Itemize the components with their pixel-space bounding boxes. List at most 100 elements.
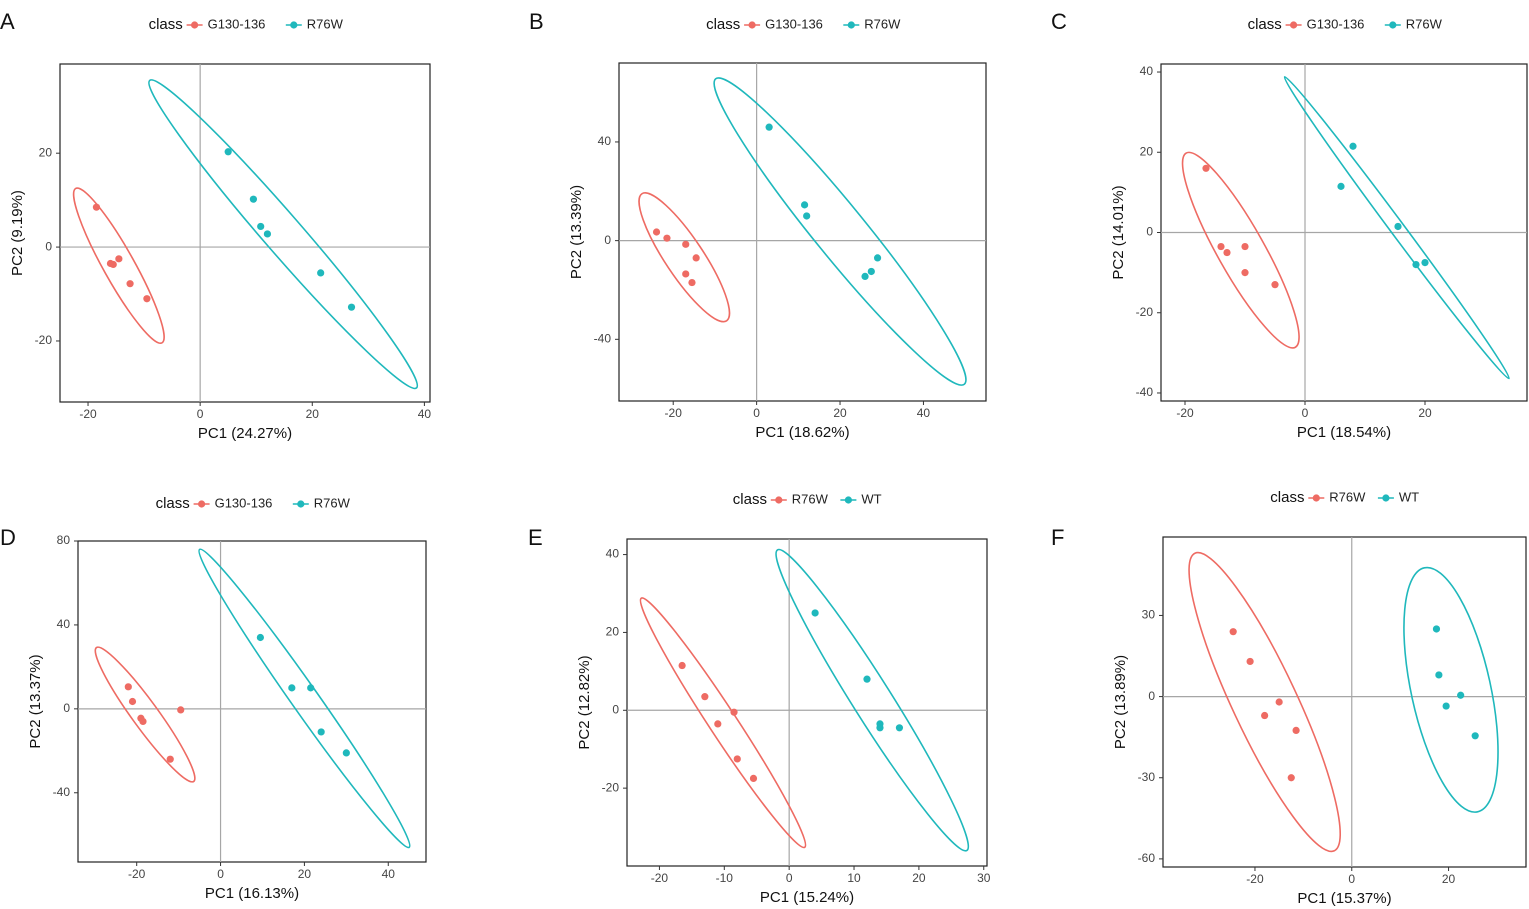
legend-label: G130-136 bbox=[208, 16, 266, 31]
plot-frame bbox=[59, 63, 431, 403]
data-point bbox=[92, 203, 101, 211]
y-tick-label: -20 bbox=[602, 780, 620, 794]
legend: class G130-136 R76W bbox=[149, 16, 344, 33]
y-tick-label: 20 bbox=[606, 625, 620, 639]
x-axis-label: PC1 (16.13%) bbox=[205, 885, 299, 902]
plot-frame bbox=[1162, 536, 1527, 868]
x-axis-label: PC1 (18.54%) bbox=[1297, 424, 1391, 441]
data-point bbox=[1275, 698, 1283, 706]
y-tick-label: 40 bbox=[598, 134, 612, 148]
legend-title: class bbox=[733, 491, 767, 508]
data-point bbox=[1241, 242, 1249, 251]
data-point bbox=[317, 728, 325, 736]
data-point bbox=[692, 254, 700, 262]
series-g130-136 bbox=[72, 187, 165, 345]
y-tick-label: 40 bbox=[606, 547, 620, 561]
panel-letter: D bbox=[0, 525, 16, 550]
data-point bbox=[1432, 625, 1441, 633]
data-point bbox=[317, 269, 325, 277]
x-tick-label: 0 bbox=[1302, 406, 1309, 420]
legend-key-dot bbox=[748, 21, 756, 29]
legend-label: R76W bbox=[314, 495, 351, 510]
legend-label: R76W bbox=[792, 491, 829, 506]
legend-item-r76w: R76W bbox=[1308, 489, 1366, 504]
data-point bbox=[1394, 222, 1402, 231]
data-point bbox=[1337, 182, 1345, 190]
legend-key-dot bbox=[844, 496, 853, 504]
confidence-ellipse bbox=[775, 548, 970, 852]
data-point bbox=[863, 675, 871, 683]
y-tick-label: -20 bbox=[35, 333, 53, 347]
y-tick-label: 40 bbox=[1140, 64, 1154, 78]
x-tick-label: -10 bbox=[716, 871, 734, 885]
y-tick-label: -30 bbox=[1138, 770, 1156, 784]
x-tick-label: 40 bbox=[382, 867, 396, 881]
data-point bbox=[1349, 142, 1357, 150]
data-point bbox=[115, 255, 123, 263]
data-point bbox=[701, 693, 709, 701]
y-tick-label: -40 bbox=[1136, 385, 1154, 399]
confidence-ellipse bbox=[198, 548, 411, 849]
legend-item-g130-136: G130-136 bbox=[744, 16, 823, 31]
data-point bbox=[800, 201, 809, 209]
data-point bbox=[688, 278, 696, 287]
legend-item-r76w: R76W bbox=[292, 495, 351, 510]
data-point bbox=[342, 749, 350, 757]
legend: class R76W WT bbox=[1270, 489, 1419, 506]
series-r76w bbox=[639, 597, 807, 849]
legend-key-dot bbox=[1389, 21, 1397, 29]
data-point bbox=[1246, 657, 1254, 666]
data-point bbox=[1471, 732, 1479, 740]
y-tick-label: -60 bbox=[1138, 851, 1156, 865]
data-point bbox=[730, 708, 738, 716]
legend-label: G130-136 bbox=[765, 16, 823, 31]
confidence-ellipse bbox=[713, 77, 967, 386]
data-point bbox=[733, 755, 741, 763]
x-axis-label: PC1 (15.37%) bbox=[1297, 890, 1391, 907]
legend-label: WT bbox=[1399, 489, 1419, 504]
data-point bbox=[249, 195, 258, 203]
data-point bbox=[166, 755, 174, 763]
x-tick-label: 0 bbox=[197, 407, 204, 421]
panel-letter: E bbox=[528, 525, 543, 550]
y-axis-label: PC2 (13.37%) bbox=[27, 654, 44, 748]
series-g130-136 bbox=[1181, 151, 1300, 349]
plot-frame bbox=[618, 62, 987, 402]
x-tick-label: 10 bbox=[847, 871, 861, 885]
data-point bbox=[1271, 281, 1279, 289]
x-tick-label: -20 bbox=[79, 407, 97, 421]
confidence-ellipse bbox=[1403, 566, 1499, 813]
confidence-ellipse bbox=[1283, 75, 1510, 380]
x-tick-label: -20 bbox=[1246, 872, 1264, 886]
x-tick-label: -20 bbox=[1176, 406, 1194, 420]
x-axis-label: PC1 (24.27%) bbox=[198, 425, 292, 442]
data-point bbox=[876, 724, 884, 732]
confidence-ellipse bbox=[72, 187, 165, 345]
legend-item-wt: WT bbox=[1377, 489, 1419, 504]
x-tick-label: 20 bbox=[306, 407, 320, 421]
x-tick-label: -20 bbox=[665, 406, 683, 420]
data-point bbox=[177, 706, 185, 714]
data-point bbox=[682, 270, 690, 278]
y-axis-label: PC2 (13.39%) bbox=[568, 185, 585, 279]
x-tick-label: 20 bbox=[1418, 406, 1432, 420]
legend-key-dot bbox=[847, 21, 855, 29]
x-tick-label: 40 bbox=[418, 407, 432, 421]
y-tick-label: 80 bbox=[57, 533, 71, 547]
data-point bbox=[126, 280, 134, 288]
legend: class R76W WT bbox=[733, 491, 882, 508]
y-axis-label: PC2 (14.01%) bbox=[1110, 185, 1127, 279]
x-axis-label: PC1 (15.24%) bbox=[760, 889, 854, 906]
data-point bbox=[678, 661, 686, 670]
y-axis-label: PC2 (9.19%) bbox=[9, 190, 26, 276]
data-point bbox=[1261, 711, 1269, 720]
x-tick-label: 20 bbox=[1442, 872, 1456, 886]
legend-item-g130-136: G130-136 bbox=[1285, 16, 1364, 31]
data-point bbox=[803, 212, 811, 220]
y-tick-label: 40 bbox=[57, 617, 71, 631]
